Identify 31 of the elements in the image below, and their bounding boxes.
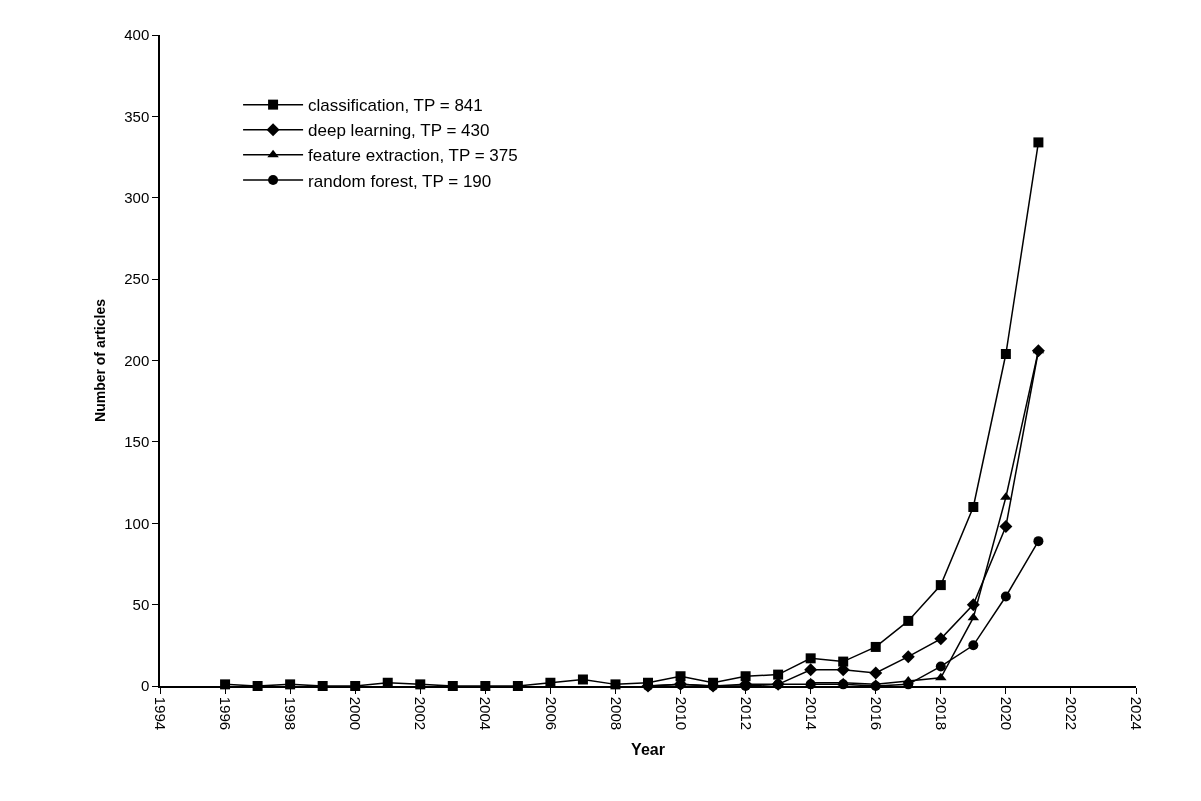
x-tick-label: 1998 (282, 696, 300, 731)
y-tick-label: 200 (124, 351, 150, 369)
x-tick-label: 2014 (802, 696, 820, 731)
y-tick-label: 300 (124, 189, 150, 206)
y-tick-label: 100 (124, 514, 150, 532)
x-tick-label: 2002 (412, 696, 430, 731)
legend-label: feature extraction, TP = 375 (308, 146, 518, 166)
x-tick-label: 2006 (542, 696, 560, 731)
legend-label: classification, TP = 841 (308, 96, 483, 116)
y-tick-label: 150 (124, 433, 150, 451)
y-tick-label: 50 (132, 595, 150, 613)
y-axis-title: Number of articles (92, 298, 109, 422)
x-tick-label: 2010 (672, 696, 690, 731)
x-tick-label: 2020 (997, 696, 1015, 731)
legend-label: deep learning, TP = 430 (308, 121, 490, 141)
x-tick-label: 2022 (1063, 696, 1081, 731)
x-tick-label: 2004 (477, 696, 495, 731)
x-tick-label: 2024 (1128, 696, 1146, 731)
x-tick-label: 2008 (607, 696, 625, 731)
x-tick-label: 2000 (347, 696, 365, 731)
y-tick-label: 250 (124, 270, 150, 288)
y-tick-label: 0 (140, 677, 150, 695)
x-axis-title: Year (631, 741, 665, 759)
x-tick-label: 1996 (217, 696, 235, 731)
y-tick-label: 400 (124, 26, 150, 44)
x-tick-label: 2016 (867, 696, 885, 731)
x-tick-label: 2018 (932, 696, 950, 731)
legend-label: random forest, TP = 190 (308, 171, 492, 191)
y-tick-label: 350 (124, 107, 150, 125)
x-tick-label: 2012 (737, 696, 755, 731)
x-tick-label: 1994 (152, 696, 170, 731)
